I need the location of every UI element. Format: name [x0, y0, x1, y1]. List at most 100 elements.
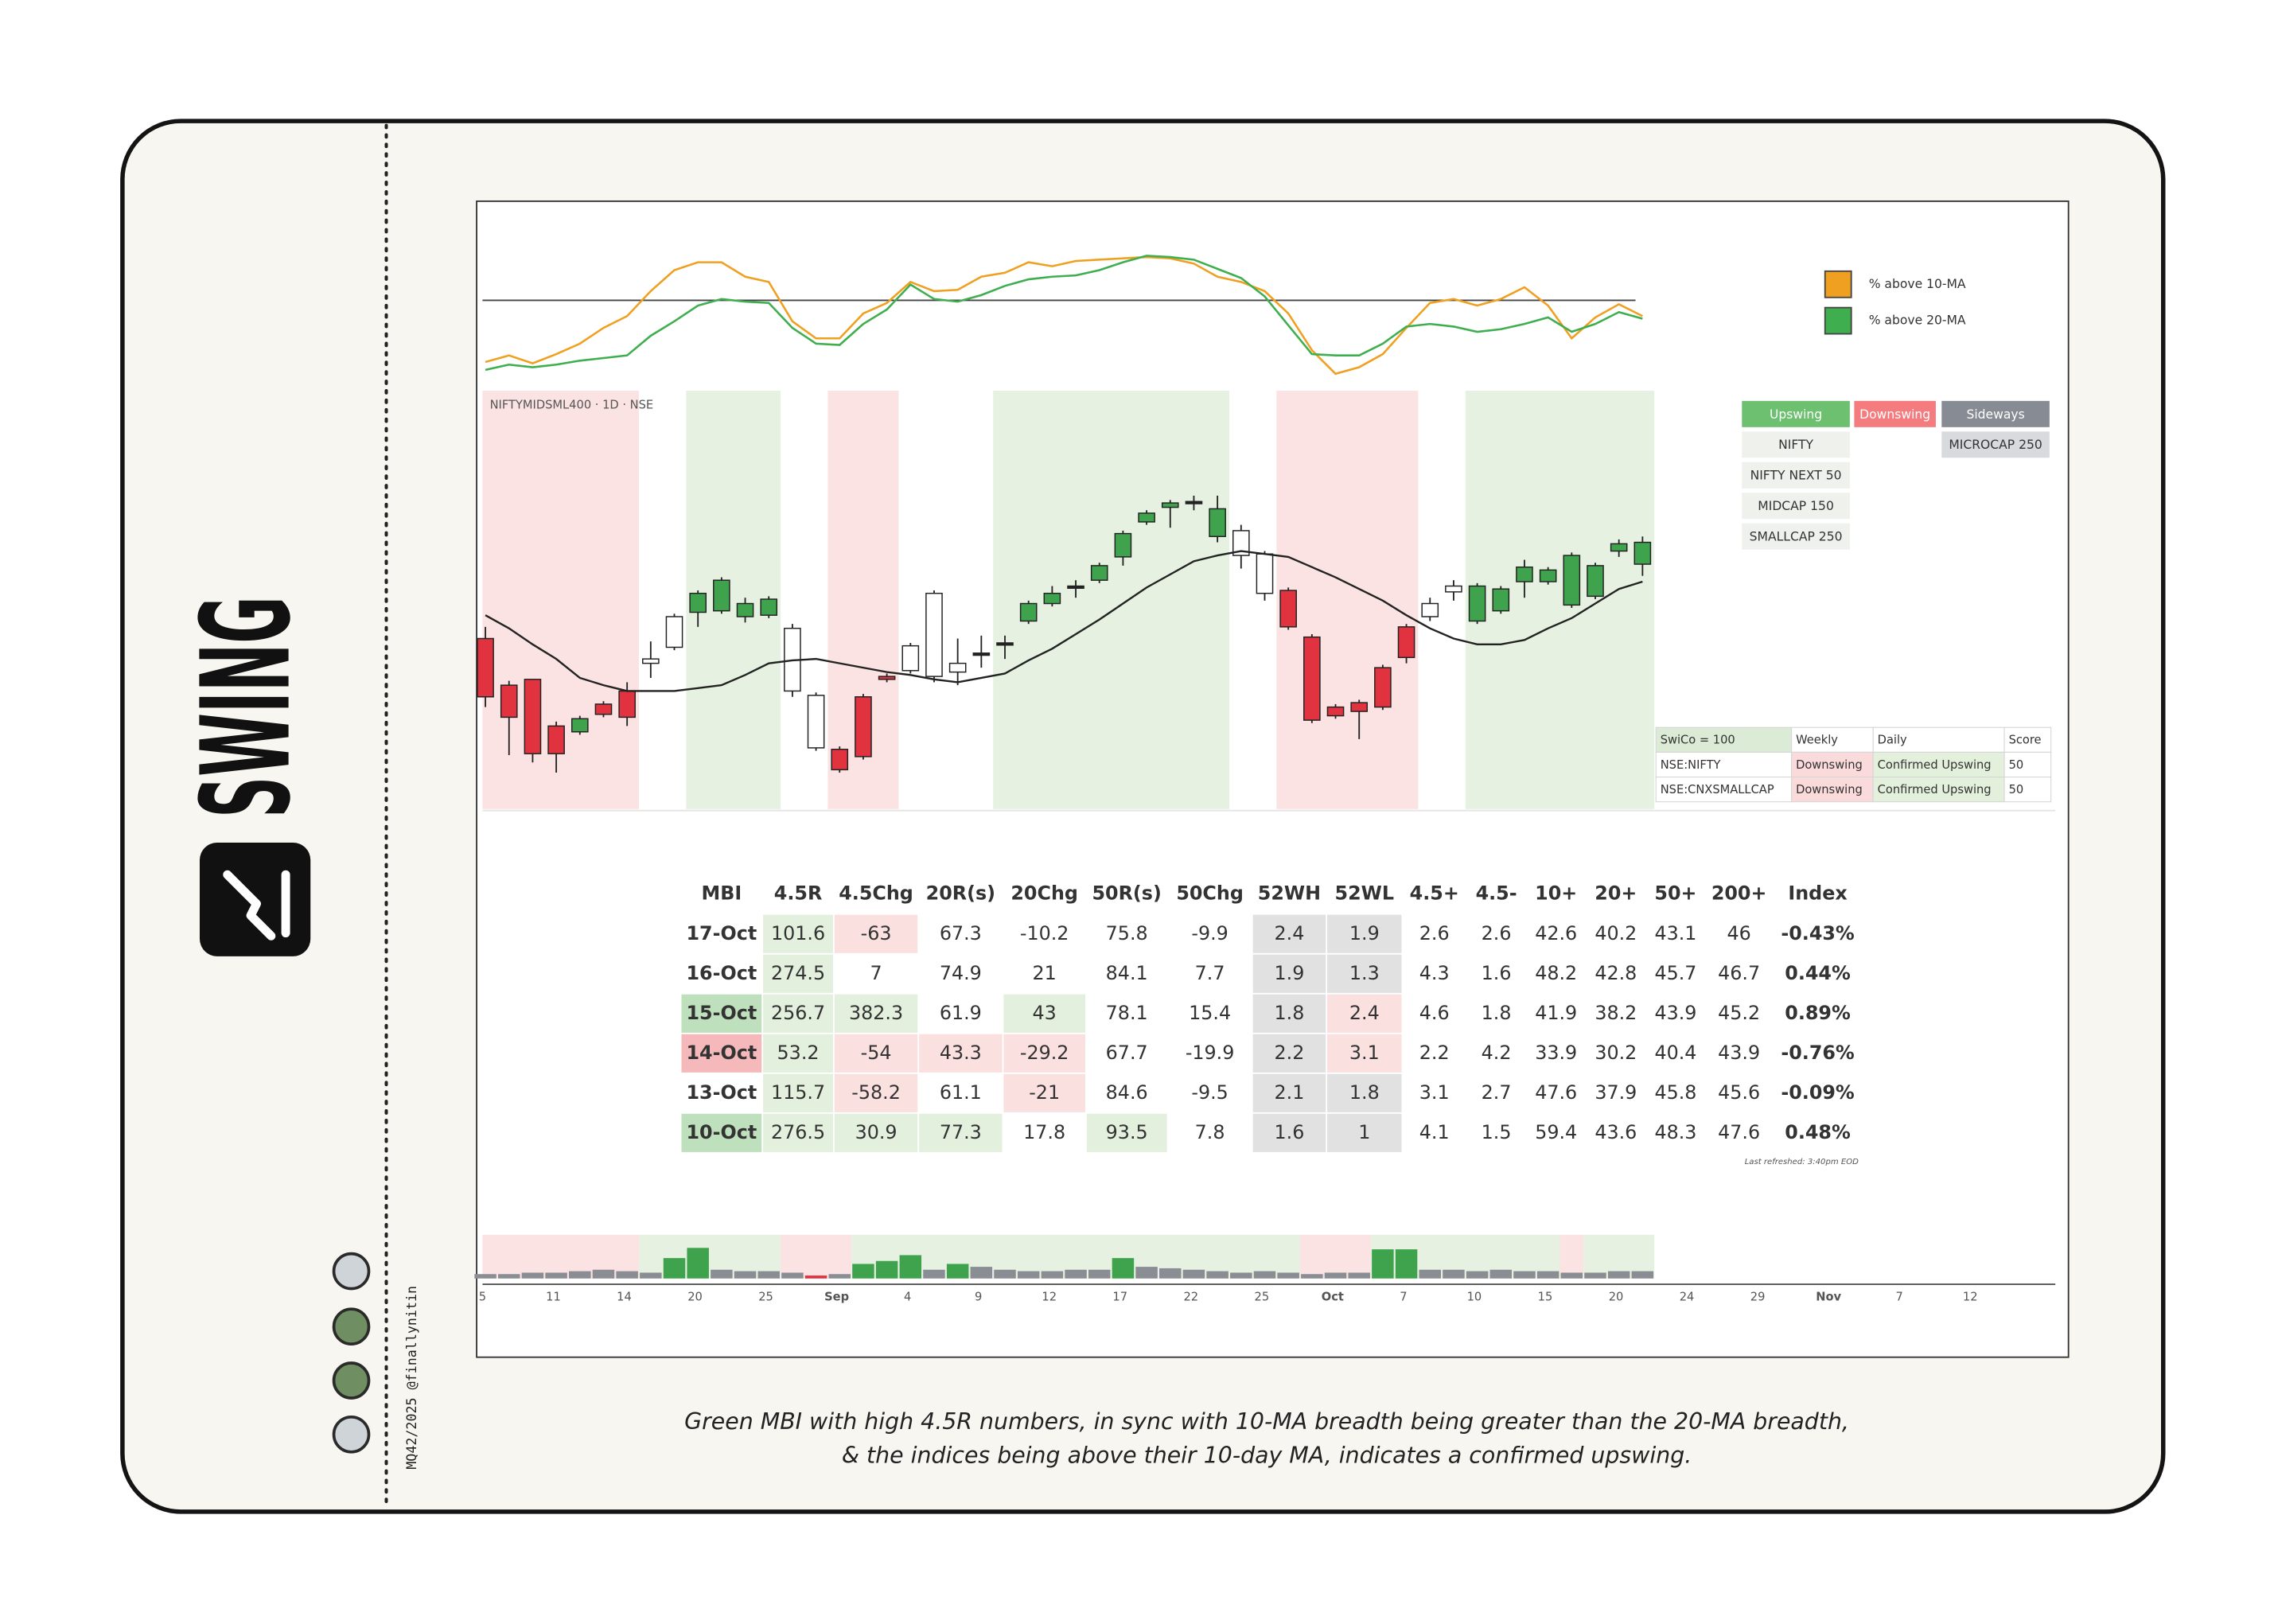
mbi-cell: 1.3 — [1349, 962, 1380, 984]
dot — [332, 1361, 371, 1400]
swico-cell — [2003, 751, 2052, 778]
swico-cell-label: Score — [2009, 734, 2042, 747]
candle-body — [642, 658, 660, 664]
mbi-cell-bg — [681, 1034, 762, 1073]
mbi-cell: 30.2 — [1595, 1042, 1637, 1064]
regime-band — [482, 1234, 639, 1279]
swico-cell — [2003, 726, 2052, 753]
mbi-cell: 48.3 — [1654, 1121, 1696, 1143]
candle-body — [1374, 667, 1392, 708]
volume-bar — [1253, 1271, 1276, 1279]
mbi-cell: 115.7 — [771, 1081, 825, 1104]
volume-bar — [521, 1272, 544, 1279]
mbi-cell: 84.6 — [1106, 1081, 1148, 1104]
candle-body — [901, 645, 920, 672]
volume-bar — [616, 1271, 638, 1279]
volume-bar — [1277, 1272, 1299, 1279]
x-tick-label: 10 — [1467, 1291, 1482, 1304]
mbi-cell-bg — [763, 914, 834, 953]
volume-bar — [1041, 1271, 1064, 1279]
mbi-cell: 7 — [870, 962, 882, 984]
dot — [332, 1252, 371, 1291]
mbi-cell: 7.7 — [1195, 962, 1225, 984]
volume-bar — [1607, 1271, 1630, 1279]
volume-bar — [946, 1264, 969, 1279]
swico-cell — [1872, 776, 2005, 803]
mbi-cell: 17.8 — [1023, 1121, 1065, 1143]
mbi-cell-bg — [1327, 914, 1402, 953]
status-cell — [1742, 493, 1850, 520]
mbi-cell: 2.4 — [1349, 1002, 1380, 1024]
mbi-cell: 4.6 — [1419, 1002, 1450, 1024]
candle-body — [1114, 532, 1132, 558]
status-header — [1941, 400, 2050, 427]
mbi-cell: 276.5 — [771, 1121, 825, 1143]
volume-bar — [1372, 1249, 1394, 1279]
mbi-cell: 77.3 — [940, 1121, 982, 1143]
volume-bar — [1443, 1269, 1465, 1279]
mbi-cell-bg — [919, 1113, 1003, 1152]
mbi-cell-bg — [834, 994, 918, 1033]
candle-body — [547, 725, 565, 754]
volume-bar — [1631, 1271, 1654, 1279]
status-header-label: Upswing — [1770, 407, 1822, 422]
candle-body — [500, 684, 518, 719]
mbi-cell-bg — [1252, 954, 1326, 993]
mbi-cell: 10-Oct — [687, 1121, 757, 1143]
mbi-cell: 382.3 — [849, 1002, 903, 1024]
volume-bar — [569, 1271, 591, 1279]
mbi-header: 4.5+ — [1410, 882, 1459, 905]
dot — [332, 1415, 371, 1454]
mbi-cell-bg — [1003, 994, 1085, 1033]
content: % above 10-MA % above 20-MA NIFTYMIDSML400… — [474, 255, 2056, 1304]
swico-cell-label: Weekly — [1796, 734, 1838, 747]
x-tick-label: 14 — [617, 1291, 632, 1304]
mbi-cell: -63 — [861, 922, 892, 944]
x-tick-label: 29 — [1750, 1291, 1766, 1304]
x-tick-label: 7 — [1895, 1291, 1902, 1304]
mbi-cell: 0.89% — [1785, 1002, 1851, 1024]
mbi-cell: 45.2 — [1718, 1002, 1760, 1024]
status-cell-label: NIFTY NEXT 50 — [1750, 469, 1842, 483]
mbi-cell: 21 — [1033, 962, 1057, 984]
mbi-cell: -21 — [1029, 1081, 1060, 1104]
mbi-cell-bg — [763, 1073, 834, 1112]
candle-body — [1492, 588, 1510, 612]
swico-cell-label: Downswing — [1796, 758, 1863, 772]
mbi-cell-bg — [1327, 994, 1402, 1033]
mbi-cell: 1.8 — [1482, 1002, 1512, 1024]
volume-bar — [1584, 1272, 1606, 1279]
mbi-cell: 48.2 — [1535, 962, 1577, 984]
regime-band — [1559, 1234, 1584, 1279]
mbi-cell: 43.3 — [940, 1042, 982, 1064]
mbi-cell-bg — [763, 1034, 834, 1073]
mbi-cell: 3.1 — [1349, 1042, 1380, 1064]
mbi-cell-bg — [1327, 954, 1402, 993]
swico-cell — [1655, 726, 1793, 753]
mbi-cell: 40.4 — [1654, 1042, 1696, 1064]
candle-body — [736, 602, 754, 617]
volume-bar — [640, 1272, 662, 1279]
candle-body — [1138, 512, 1155, 523]
mbi-cell: 2.7 — [1482, 1081, 1512, 1104]
candle-body — [1161, 502, 1179, 508]
mbi-cell: -10.2 — [1020, 922, 1069, 944]
x-tick-label: 17 — [1112, 1291, 1127, 1304]
regime-band — [781, 1234, 852, 1279]
mbi-cell: 1.6 — [1482, 962, 1512, 984]
mbi-cell: 47.6 — [1535, 1081, 1577, 1104]
swico-cell — [1872, 726, 2005, 753]
volume-bar — [1324, 1272, 1347, 1279]
candle-body — [1256, 553, 1274, 594]
x-tick-label: Oct — [1322, 1291, 1344, 1304]
volume-bar — [1301, 1274, 1323, 1279]
mbi-cell-bg — [763, 1113, 834, 1152]
breadth-line — [485, 255, 1643, 372]
mbi-cell: 13-Oct — [687, 1081, 757, 1104]
mbi-cell-bg — [763, 954, 834, 993]
mbi-cell-bg — [1003, 1034, 1085, 1073]
x-tick-label: 25 — [1255, 1291, 1270, 1304]
breadth-line — [485, 255, 1643, 376]
swico-cell — [1655, 751, 1793, 778]
swico-cell-label: SwiCo = 100 — [1661, 734, 1735, 747]
